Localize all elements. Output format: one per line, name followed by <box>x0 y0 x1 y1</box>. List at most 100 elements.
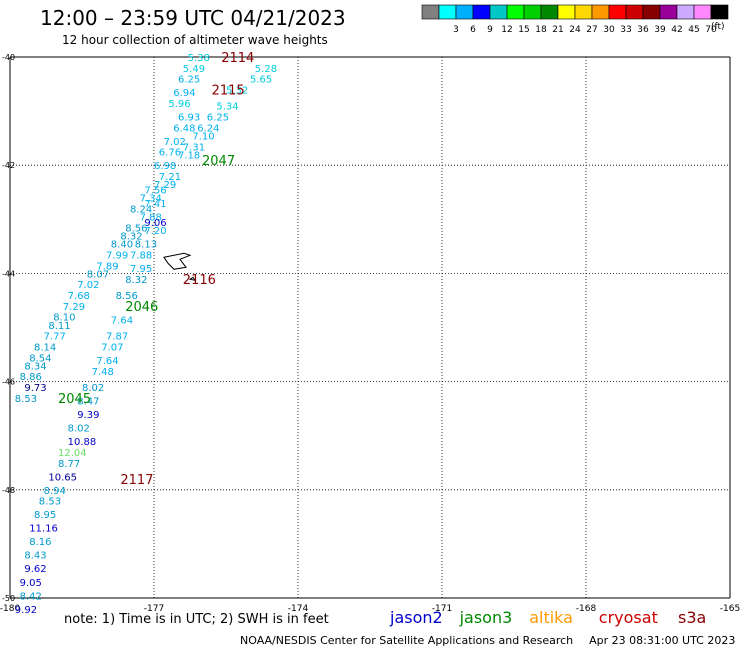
colorbar-swatch <box>523 4 542 20</box>
track-label: 2117 <box>120 473 153 488</box>
track-label: 2047 <box>202 154 235 169</box>
colorbar-label: 15 <box>518 25 529 35</box>
colorbar-swatch <box>540 4 559 20</box>
colorbar-swatch <box>438 4 457 20</box>
wave-height-point: 10.88 <box>68 437 97 448</box>
colorbar-swatch <box>676 4 695 20</box>
colorbar-swatch <box>421 4 440 20</box>
wave-height-point: 8.54 <box>29 353 51 364</box>
wave-height-point: 8.10 <box>53 313 75 324</box>
wave-height-point: 7.77 <box>44 332 66 343</box>
wave-height-point: 6.24 <box>197 123 219 134</box>
wave-height-point: 6.76 <box>159 148 181 159</box>
wave-height-point: 9.39 <box>77 410 99 421</box>
wave-height-point: 8.53 <box>15 394 37 405</box>
wave-height-point: 5.34 <box>216 102 238 113</box>
track-labels: 2114 2115 2047 2116 2046 2045 2117 <box>58 51 254 488</box>
wave-height-point: 10.65 <box>48 472 77 483</box>
wave-height-point: 8.13 <box>135 240 157 251</box>
colorbar-label: 24 <box>569 25 581 35</box>
wave-height-point: 6.98 <box>154 161 176 172</box>
wave-height-point: 8.24 <box>130 204 152 215</box>
wave-height-point: 7.68 <box>68 291 90 302</box>
wave-height-point: 8.53 <box>39 497 61 508</box>
satellite-altika: altika <box>529 608 573 627</box>
y-tick-label: -44 <box>2 269 15 278</box>
colorbar-label: 45 <box>688 25 699 35</box>
colorbar-label: 42 <box>671 25 682 35</box>
island-outline <box>163 252 197 282</box>
satellite-s3a: s3a <box>678 608 707 627</box>
wave-height-point: 8.42 <box>20 591 42 602</box>
wave-height-point: 8.77 <box>58 459 80 470</box>
colorbar-label: 70 <box>705 25 717 35</box>
wave-height-point: 7.18 <box>178 150 200 161</box>
chart-subtitle: 12 hour collection of altimeter wave hei… <box>62 33 328 47</box>
y-tick-label: -40 <box>2 53 15 62</box>
colorbar-label: 36 <box>637 25 649 35</box>
wave-height-point: 7.29 <box>63 302 85 313</box>
footer-credit: NOAA/NESDIS Center for Satellite Applica… <box>240 634 735 647</box>
wave-height-point: 8.14 <box>34 342 56 353</box>
wave-height-point: 6.48 <box>173 123 195 134</box>
colorbar-label: 6 <box>470 25 476 35</box>
colorbar-swatch <box>659 4 678 20</box>
y-tick-label: -46 <box>2 378 15 387</box>
wave-height-point: 9.73 <box>24 383 46 394</box>
track-label: 2115 <box>212 83 245 98</box>
wave-height-point: 6.25 <box>207 113 229 124</box>
y-tick-label: -50 <box>2 594 15 603</box>
colorbar-label: 39 <box>654 25 666 35</box>
x-tick-label: -180 <box>0 604 20 614</box>
wave-height-point: 6.25 <box>178 75 200 86</box>
colorbar-label: 33 <box>620 25 631 35</box>
pitt-island-icon <box>188 276 197 282</box>
colorbar-swatch <box>608 4 627 20</box>
axis-ticks: -180 -177 -174 -171 -168 -165 -40 -42 -44 -46 -48 -… <box>0 53 740 614</box>
colorbar-label: 30 <box>603 25 615 35</box>
colorbar-label: 27 <box>586 25 597 35</box>
colorbar-swatch <box>489 4 508 20</box>
wave-height-point: 9.06 <box>144 218 166 229</box>
wave-height-point: 7.31 <box>183 142 205 153</box>
wave-height-point: 7.48 <box>92 367 114 378</box>
grid-lines <box>10 57 730 598</box>
x-tick-label: -168 <box>576 604 597 614</box>
wave-height-point: 8.34 <box>24 361 46 372</box>
colorbar-swatch <box>625 4 644 20</box>
colorbar-unit: (ft) <box>711 22 725 32</box>
colorbar-swatch <box>591 4 610 20</box>
colorbar-swatch <box>455 4 474 20</box>
colorbar-swatch <box>693 4 712 20</box>
wave-height-point: 8.86 <box>20 372 42 383</box>
wave-height-point: 8.11 <box>48 321 70 332</box>
colorbar-label: 12 <box>501 25 512 35</box>
wave-height-point: 8.16 <box>29 537 51 548</box>
wave-height-point: 8.02 <box>68 424 90 435</box>
wave-height-point: 7.64 <box>111 315 133 326</box>
colorbar-label: 9 <box>487 25 493 35</box>
wave-height-points: 5.38 5.28 5.49 5.65 6.25 6.94 5.32 5.96 5.34 6.93… <box>15 53 277 616</box>
x-tick-label: -171 <box>432 604 452 614</box>
wave-height-point: 7.07 <box>101 342 123 353</box>
wave-height-point: 7.21 <box>159 172 181 183</box>
wave-height-point: 7.20 <box>144 226 166 237</box>
wave-height-point: 7.95 <box>130 264 152 275</box>
wave-height-point: 8.32 <box>125 275 147 286</box>
wave-height-point: 9.62 <box>24 564 46 575</box>
wave-height-point: 7.88 <box>130 250 152 261</box>
colorbar-swatch <box>506 4 525 20</box>
satellite-jason3: jason3 <box>459 608 513 627</box>
wave-height-point: 7.64 <box>96 356 118 367</box>
wave-height-point: 8.32 <box>120 232 142 243</box>
plot-frame <box>9 56 731 599</box>
x-tick-label: -165 <box>720 604 740 614</box>
wave-height-point: 7.89 <box>96 261 118 272</box>
wave-height-point: 5.28 <box>255 64 277 75</box>
credit-timestamp: Apr 23 08:31:00 UTC 2023 <box>589 634 736 647</box>
wave-height-point: 8.95 <box>34 510 56 521</box>
wave-height-point: 8.94 <box>44 486 66 497</box>
wave-height-point: 6.93 <box>178 113 200 124</box>
